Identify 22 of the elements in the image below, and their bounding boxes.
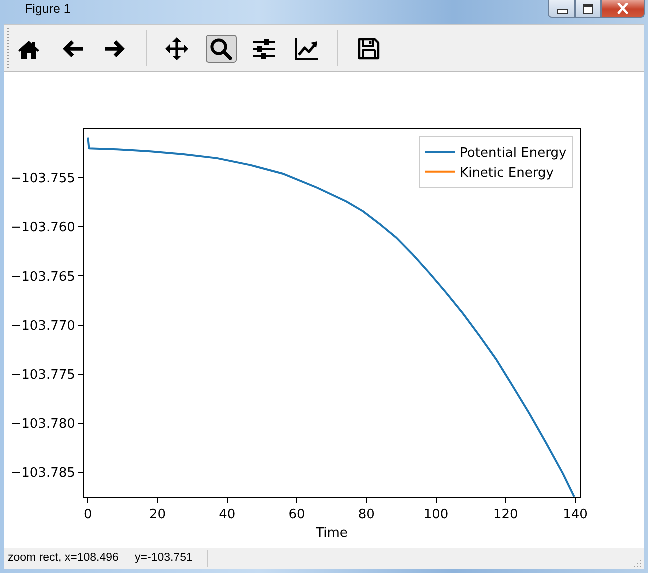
legend-label: Kinetic Energy xyxy=(460,166,554,181)
text: y=-103.751 xyxy=(135,551,193,566)
y-tick-label: −103.770 xyxy=(10,318,76,334)
x-tick-label: 40 xyxy=(219,508,236,523)
x-tick-label: 120 xyxy=(493,508,518,523)
y-tick-label: −103.780 xyxy=(10,416,76,432)
y-tick-label: −103.775 xyxy=(10,368,76,383)
x-tick-label: 80 xyxy=(358,508,375,523)
line-series xyxy=(87,136,576,497)
y-tick-label: −103.760 xyxy=(10,220,76,236)
caption: Figure 1 xyxy=(25,1,71,17)
legend-label: Potential Energy xyxy=(460,146,567,162)
text: zoom rect, x=108.496 xyxy=(8,551,119,566)
x-axis-title: Time xyxy=(315,526,348,542)
x-tick-label: 140 xyxy=(563,508,588,523)
y-tick-label: −103.755 xyxy=(10,172,76,187)
x-tick-label: 20 xyxy=(150,508,166,523)
x-tick-label: 60 xyxy=(288,508,306,523)
x-tick-label: 0 xyxy=(84,508,92,523)
y-tick-label: −103.765 xyxy=(10,270,76,285)
x-tick-label: 100 xyxy=(424,508,449,523)
y-tick-label: −103.785 xyxy=(10,466,76,482)
